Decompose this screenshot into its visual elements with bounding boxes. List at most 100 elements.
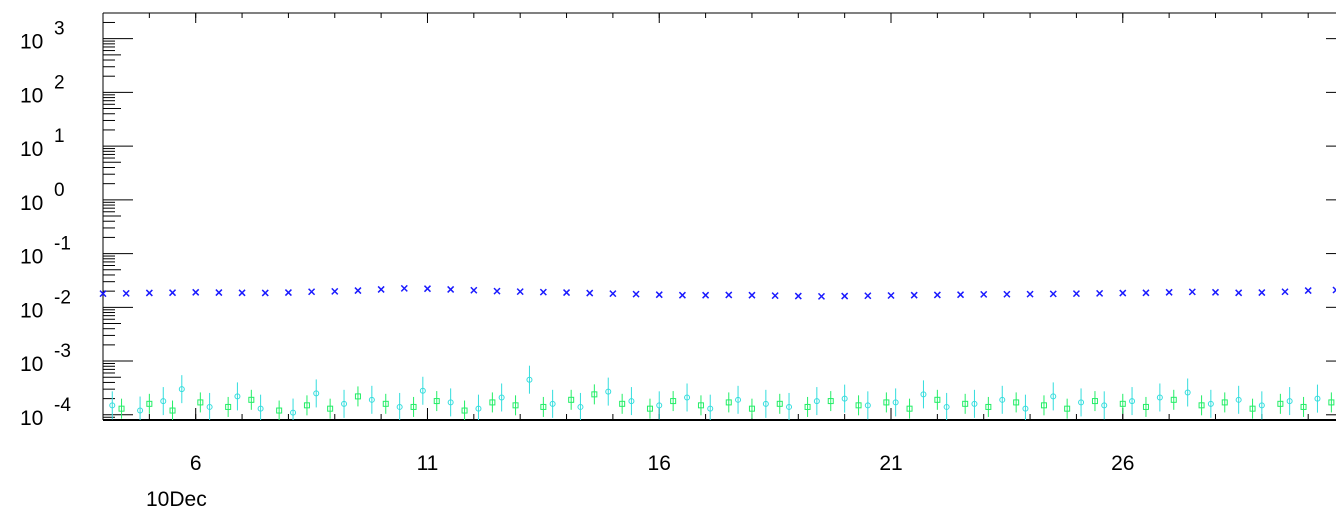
data-point	[1119, 400, 1126, 407]
data-point	[137, 407, 144, 414]
data-point	[122, 289, 130, 297]
data-point	[276, 407, 283, 414]
y-tick-label-exponent: 3	[54, 19, 65, 40]
data-point	[354, 287, 362, 295]
data-point	[549, 400, 556, 407]
y-axis-ticks: 10 -4 10 -3 10 -2 10 -1 10 0 10 1 10 2 10 3	[20, 12, 1336, 430]
data-point	[910, 291, 918, 299]
data-point	[1188, 288, 1196, 296]
data-point	[1170, 396, 1177, 403]
data-point	[248, 396, 255, 403]
data-point	[1300, 403, 1307, 410]
data-point	[813, 398, 820, 405]
data-point	[419, 387, 426, 394]
data-point	[169, 407, 176, 414]
y-tick-label-base: 10	[20, 407, 43, 430]
data-point	[748, 405, 755, 412]
data-point	[762, 400, 769, 407]
data-point	[1096, 289, 1104, 297]
data-point	[160, 398, 167, 405]
data-point	[1040, 402, 1047, 409]
data-point	[331, 287, 339, 295]
data-point	[145, 289, 153, 297]
y-tick-label-exponent: -2	[54, 287, 71, 308]
data-point	[1332, 286, 1336, 294]
data-point	[605, 388, 612, 395]
data-point	[1314, 395, 1321, 402]
data-point	[1286, 398, 1293, 405]
data-point	[1091, 398, 1098, 405]
data-point	[591, 391, 598, 398]
data-point	[410, 403, 417, 410]
data-point	[943, 403, 950, 410]
data-point	[493, 287, 501, 295]
data-point	[234, 393, 241, 400]
x-axis-ticks: 6 11 16 21 26	[102, 13, 1309, 475]
data-point	[470, 286, 478, 294]
x-tick-label: 6	[190, 452, 202, 475]
data-point	[1281, 288, 1289, 296]
data-point	[99, 290, 107, 298]
series-2	[118, 384, 1335, 420]
data-point	[1328, 399, 1335, 406]
data-point	[962, 400, 969, 407]
y-tick-label-exponent: -4	[54, 395, 71, 416]
data-point	[1198, 402, 1205, 409]
y-tick-label-exponent: -3	[54, 341, 71, 362]
y-tick-label-base: 10	[20, 138, 43, 161]
y-tick-label-base: 10	[20, 299, 43, 322]
data-point	[489, 399, 496, 406]
data-point	[447, 285, 455, 293]
data-point	[841, 292, 849, 300]
data-point	[794, 292, 802, 300]
y-tick-label-exponent: -1	[54, 234, 71, 255]
data-point	[646, 405, 653, 412]
data-point	[883, 399, 890, 406]
data-point	[341, 400, 348, 407]
series-0	[99, 284, 1336, 300]
data-point	[1207, 400, 1214, 407]
data-point	[684, 394, 691, 401]
data-point	[609, 290, 617, 298]
x-tick-label: 16	[648, 452, 671, 475]
data-point	[498, 394, 505, 401]
data-point	[656, 402, 663, 409]
data-point	[1249, 405, 1256, 412]
data-point	[178, 386, 185, 393]
data-point	[447, 399, 454, 406]
data-point	[377, 285, 385, 293]
y-tick-label-base: 10	[20, 192, 43, 215]
plot-frame	[102, 12, 1336, 421]
data-point	[146, 400, 153, 407]
data-point	[864, 292, 872, 300]
data-point	[934, 396, 941, 403]
data-point	[568, 396, 575, 403]
data-point	[516, 288, 524, 296]
data-point	[290, 409, 297, 416]
series-1	[109, 365, 1321, 420]
data-point	[586, 289, 594, 297]
x-tick-label: 21	[879, 452, 902, 475]
data-point	[461, 407, 468, 414]
data-point	[855, 402, 862, 409]
data-point	[678, 291, 686, 299]
data-point	[1211, 288, 1220, 296]
data-point	[1235, 289, 1243, 297]
data-point	[957, 291, 965, 299]
data-point	[1235, 396, 1242, 403]
data-point	[776, 400, 783, 407]
data-point	[1142, 289, 1150, 297]
data-point	[261, 289, 269, 297]
data-point	[1184, 389, 1191, 396]
x-tick-label: 26	[1111, 452, 1134, 475]
y-tick-label-exponent: 1	[54, 126, 65, 147]
data-point	[725, 399, 732, 406]
data-point	[985, 403, 992, 410]
data-point	[354, 393, 361, 400]
data-point	[563, 289, 571, 297]
data-point	[707, 405, 714, 412]
data-point	[827, 398, 834, 405]
y-tick-label-base: 10	[20, 31, 43, 54]
data-point	[1003, 290, 1011, 298]
